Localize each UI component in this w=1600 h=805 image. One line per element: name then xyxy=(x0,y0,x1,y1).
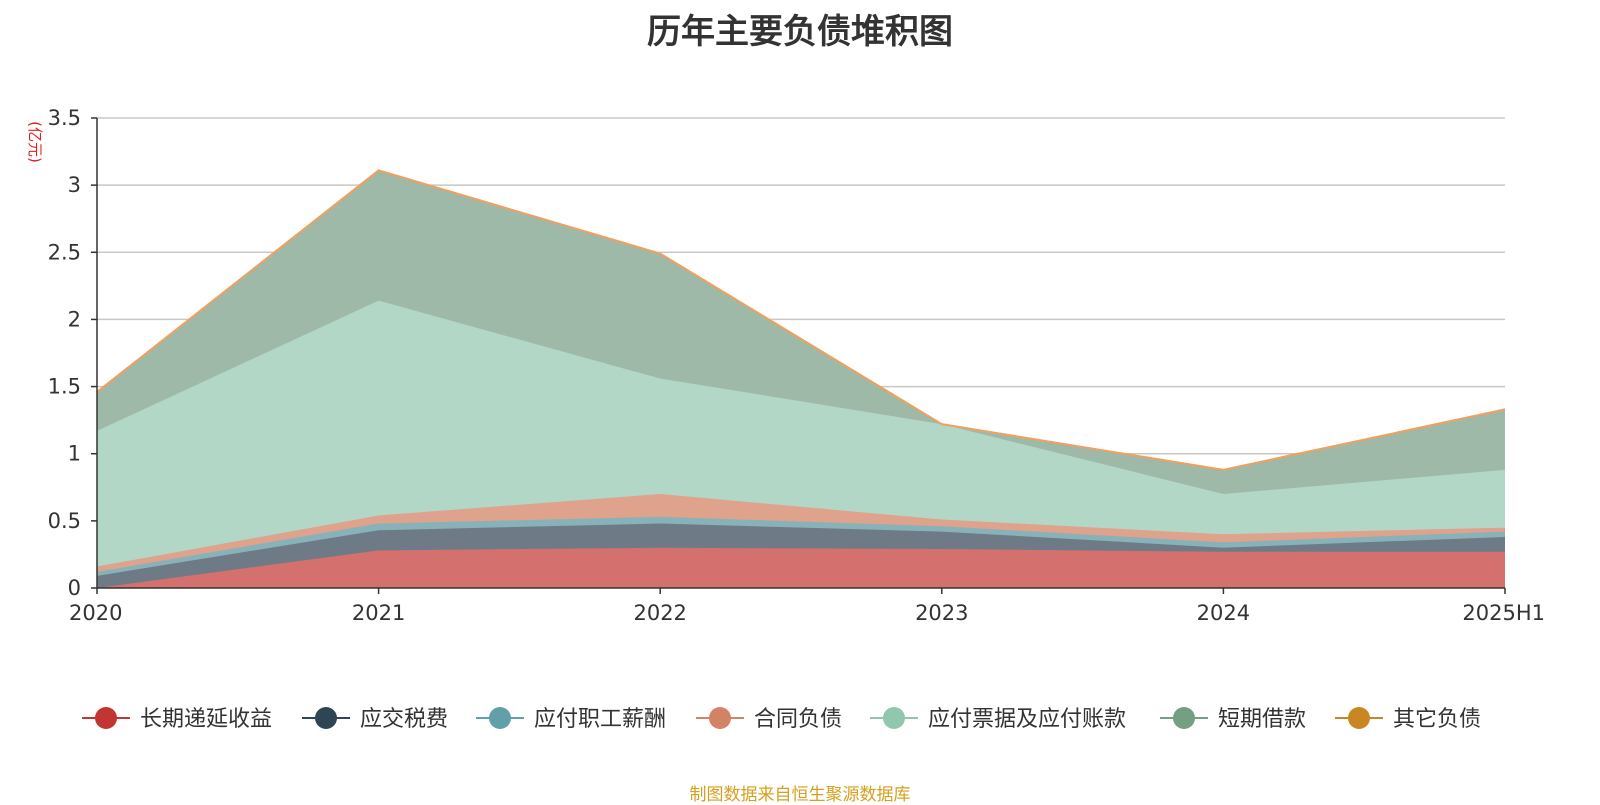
y-tick-label: 2.5 xyxy=(48,240,81,264)
axes: 0 0.5 1 1.5 2 2.5 3 3.5(亿元) 2020 2021 2022 2023 2024… xyxy=(26,106,1545,625)
legend-label: 短期借款 xyxy=(1218,707,1306,732)
y-tick-label: 1 xyxy=(68,442,81,466)
y-tick-label: 1.5 xyxy=(48,375,81,399)
legend-item-0[interactable]: 长期递延收益 xyxy=(82,707,272,732)
legend-label: 应付票据及应付账款 xyxy=(928,707,1126,732)
area-2 xyxy=(97,516,1505,576)
source-note: 制图数据来自恒生聚源数据库 xyxy=(689,785,911,805)
y-tick-label: 0.5 xyxy=(48,509,81,533)
y-tick-label: 3.5 xyxy=(48,106,81,130)
area-3 xyxy=(97,494,1505,572)
legend-marker-icon xyxy=(95,707,117,729)
x-tick-label: 2025H1 xyxy=(1462,601,1545,625)
legend-marker-icon xyxy=(883,707,905,729)
legend-label: 合同负债 xyxy=(754,707,842,732)
legend-marker-icon xyxy=(709,707,731,729)
legend-marker-icon xyxy=(315,707,337,729)
legend-item-5[interactable]: 短期借款 xyxy=(1160,707,1306,732)
x-tick-label: 2022 xyxy=(633,601,686,625)
legend-label: 应付职工薪酬 xyxy=(534,707,666,732)
area-1 xyxy=(97,523,1505,588)
x-tick-label: 2020 xyxy=(69,601,122,625)
legend-marker-icon xyxy=(489,707,511,729)
area-0 xyxy=(97,547,1505,588)
x-tick-label: 2021 xyxy=(352,601,405,625)
legend-label: 其它负债 xyxy=(1393,707,1481,732)
legend-label: 长期递延收益 xyxy=(140,707,272,732)
y-tick-label: 2 xyxy=(68,307,81,331)
legend-marker-icon xyxy=(1173,707,1195,729)
legend-item-3[interactable]: 合同负债 xyxy=(696,707,842,732)
legend-label: 应交税费 xyxy=(360,707,448,732)
area-4 xyxy=(97,300,1505,567)
y-tick-label: 3 xyxy=(68,173,81,197)
legend[interactable]: 长期递延收益 应交税费 应付职工薪酬 合同负债 应付票据及应付账款 短期借款 其它负债 xyxy=(82,707,1481,732)
legend-item-4[interactable]: 应付票据及应付账款 xyxy=(870,707,1126,732)
legend-item-6[interactable]: 其它负债 xyxy=(1335,707,1481,732)
area-layers xyxy=(96,169,1506,589)
legend-item-1[interactable]: 应交税费 xyxy=(302,707,448,732)
legend-marker-icon xyxy=(1348,707,1370,729)
total-outline xyxy=(96,169,1506,471)
y-tick-label: 0 xyxy=(68,576,81,600)
x-tick-label: 2023 xyxy=(915,601,968,625)
area-line-2 xyxy=(96,516,1506,573)
area-5 xyxy=(97,170,1505,494)
x-tick-label: 2024 xyxy=(1197,601,1250,625)
y-axis-unit-label: (亿元) xyxy=(26,121,44,163)
chart-title: 历年主要负债堆积图 xyxy=(647,12,953,52)
legend-item-2[interactable]: 应付职工薪酬 xyxy=(476,707,666,732)
